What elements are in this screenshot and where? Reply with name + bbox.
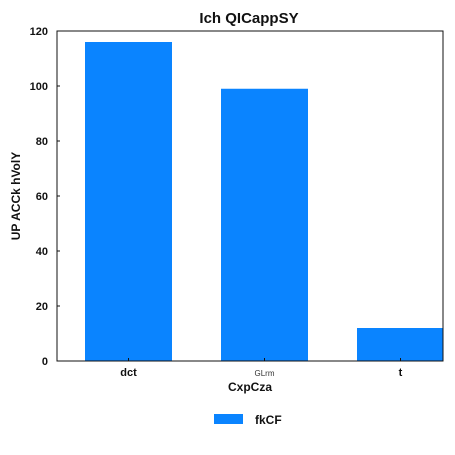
- y-axis-ticks: 0 20 40 60 80 100 120: [30, 26, 60, 368]
- x-tick-label-dct: dct: [120, 367, 137, 379]
- x-axis-ticks: dct GLrm t: [120, 358, 403, 379]
- chart-title: Ich QICappSY: [199, 10, 298, 27]
- x-axis-label: CxpCza: [228, 380, 272, 394]
- bars-layer: [85, 42, 443, 361]
- y-tick-label-60: 60: [36, 191, 48, 203]
- legend-swatch-fkcf: [214, 414, 243, 424]
- bar-t: [357, 328, 443, 361]
- bar-glrm: [221, 88, 308, 361]
- bar-dct: [85, 42, 172, 361]
- x-tick-label-glrm: GLrm: [255, 369, 275, 378]
- y-tick-label-0: 0: [42, 356, 48, 368]
- y-tick-label-100: 100: [30, 81, 48, 93]
- y-tick-label-80: 80: [36, 136, 48, 148]
- y-tick-label-120: 120: [30, 26, 48, 38]
- legend: fkCF: [214, 413, 282, 427]
- y-tick-label-40: 40: [36, 246, 48, 258]
- x-tick-label-t: t: [399, 367, 403, 379]
- y-axis-label: UP ACCk hVolY: [9, 152, 23, 240]
- y-tick-label-20: 20: [36, 301, 48, 313]
- legend-label-fkcf: fkCF: [255, 413, 282, 427]
